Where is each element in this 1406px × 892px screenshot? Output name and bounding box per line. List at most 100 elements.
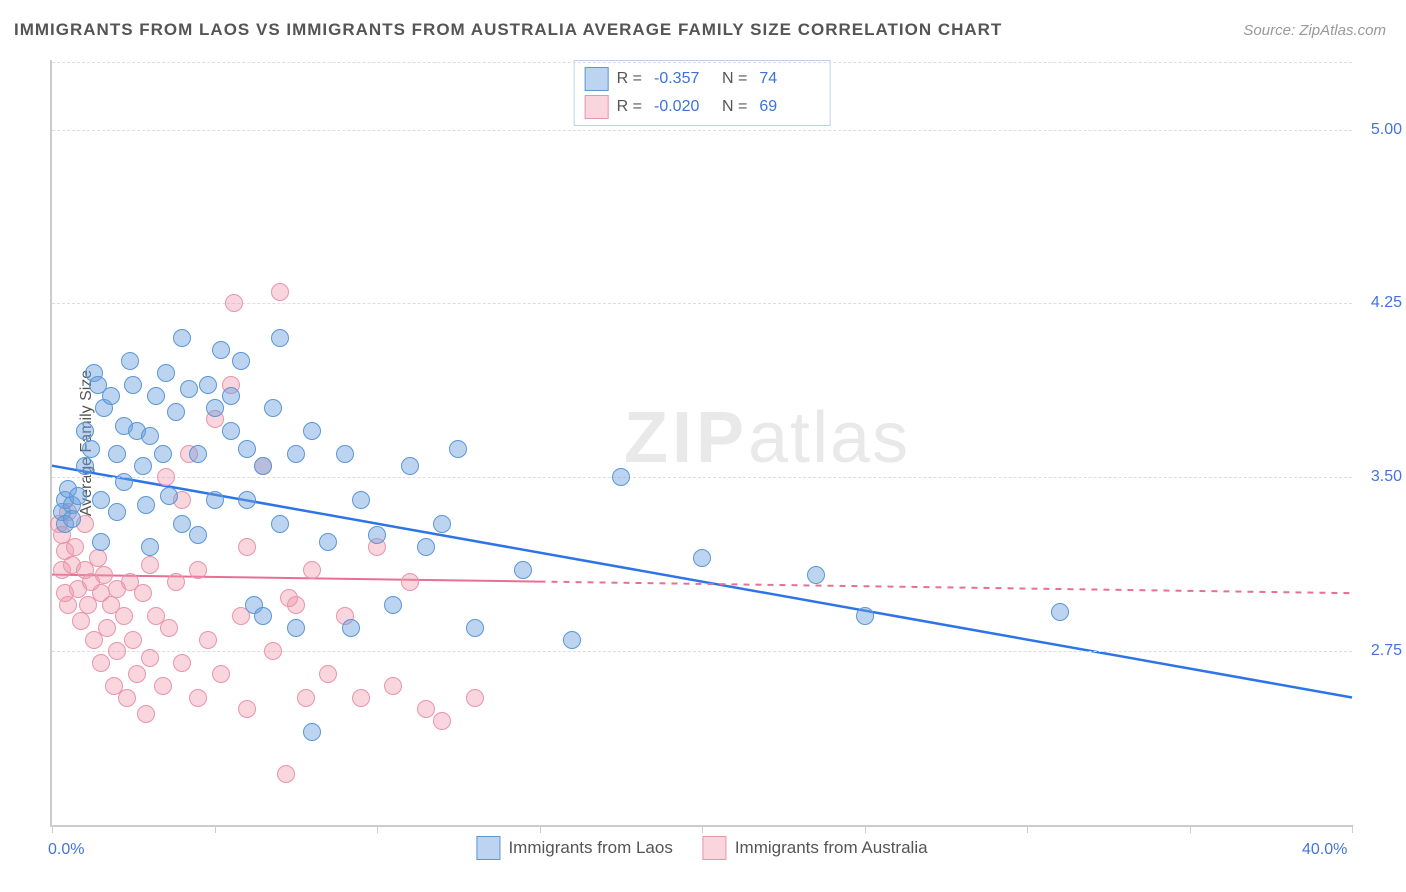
x-tick-label: 0.0% [48,841,84,859]
scatter-marker-laos [238,491,256,509]
scatter-marker-laos [147,387,165,405]
scatter-marker-laos [401,457,419,475]
scatter-marker-laos [121,352,139,370]
watermark: ZIPatlas [624,397,910,479]
scatter-marker-australia [154,677,172,695]
gridline [52,651,1352,652]
scatter-marker-australia [108,642,126,660]
scatter-marker-laos [141,427,159,445]
scatter-marker-laos [124,376,142,394]
scatter-marker-australia [98,619,116,637]
scatter-marker-laos [303,723,321,741]
scatter-marker-australia [225,294,243,312]
scatter-marker-laos [449,440,467,458]
scatter-marker-laos [303,422,321,440]
scatter-marker-australia [115,607,133,625]
scatter-marker-laos [141,538,159,556]
scatter-marker-laos [433,515,451,533]
scatter-marker-australia [433,712,451,730]
scatter-marker-australia [303,561,321,579]
scatter-marker-australia [141,556,159,574]
scatter-marker-laos [563,631,581,649]
scatter-marker-laos [1051,603,1069,621]
legend-series-item: Immigrants from Australia [703,836,928,860]
gridline [52,303,1352,304]
scatter-marker-laos [154,445,172,463]
scatter-marker-laos [167,403,185,421]
scatter-marker-australia [173,654,191,672]
x-tick-mark [865,825,866,833]
legend-swatch [703,836,727,860]
scatter-marker-laos [807,566,825,584]
scatter-marker-australia [264,642,282,660]
scatter-marker-laos [254,457,272,475]
scatter-marker-australia [238,538,256,556]
x-tick-mark [702,825,703,833]
scatter-marker-laos [287,619,305,637]
x-tick-mark [377,825,378,833]
scatter-marker-laos [82,440,100,458]
scatter-marker-laos [271,329,289,347]
scatter-marker-australia [118,689,136,707]
scatter-marker-australia [160,619,178,637]
series-legend: Immigrants from Laos Immigrants from Aust… [476,836,927,860]
scatter-marker-laos [189,445,207,463]
gridline [52,130,1352,131]
x-tick-mark [1190,825,1191,833]
scatter-marker-laos [612,468,630,486]
scatter-marker-laos [102,387,120,405]
x-tick-mark [540,825,541,833]
scatter-marker-laos [160,487,178,505]
source-name: ZipAtlas.com [1299,22,1386,39]
trend-line [540,582,1353,594]
scatter-marker-laos [137,496,155,514]
legend-n-value: 69 [759,98,819,116]
scatter-marker-laos [271,515,289,533]
legend-swatch [585,95,609,119]
scatter-marker-laos [368,526,386,544]
scatter-marker-laos [63,510,81,528]
legend-r-label: R = [617,70,642,88]
x-tick-mark [52,825,53,833]
scatter-marker-australia [128,665,146,683]
legend-swatch [476,836,500,860]
scatter-marker-laos [384,596,402,614]
scatter-marker-australia [199,631,217,649]
scatter-marker-laos [856,607,874,625]
scatter-marker-australia [167,573,185,591]
legend-series-item: Immigrants from Laos [476,836,672,860]
scatter-marker-laos [264,399,282,417]
scatter-marker-laos [287,445,305,463]
legend-correlation-row: R =-0.357N =74 [585,65,820,93]
scatter-marker-laos [108,445,126,463]
scatter-marker-australia [271,283,289,301]
scatter-marker-australia [384,677,402,695]
scatter-marker-laos [134,457,152,475]
scatter-marker-laos [206,399,224,417]
scatter-marker-laos [212,341,230,359]
scatter-marker-laos [319,533,337,551]
scatter-marker-australia [466,689,484,707]
y-tick-label: 2.75 [1358,642,1402,660]
legend-n-label: N = [722,70,747,88]
scatter-marker-laos [206,491,224,509]
scatter-marker-laos [336,445,354,463]
y-tick-label: 3.50 [1358,468,1402,486]
source-credit: Source: ZipAtlas.com [1243,22,1386,39]
y-tick-label: 5.00 [1358,121,1402,139]
scatter-marker-laos [173,515,191,533]
scatter-marker-laos [232,352,250,370]
scatter-marker-australia [92,654,110,672]
scatter-marker-australia [66,538,84,556]
x-tick-mark [215,825,216,833]
scatter-marker-australia [238,700,256,718]
scatter-marker-laos [92,533,110,551]
scatter-marker-laos [180,380,198,398]
source-prefix: Source: [1243,22,1299,39]
scatter-marker-laos [76,422,94,440]
gridline [52,62,1352,63]
scatter-marker-australia [212,665,230,683]
scatter-marker-australia [72,612,90,630]
scatter-marker-australia [189,689,207,707]
legend-n-value: 74 [759,70,819,88]
